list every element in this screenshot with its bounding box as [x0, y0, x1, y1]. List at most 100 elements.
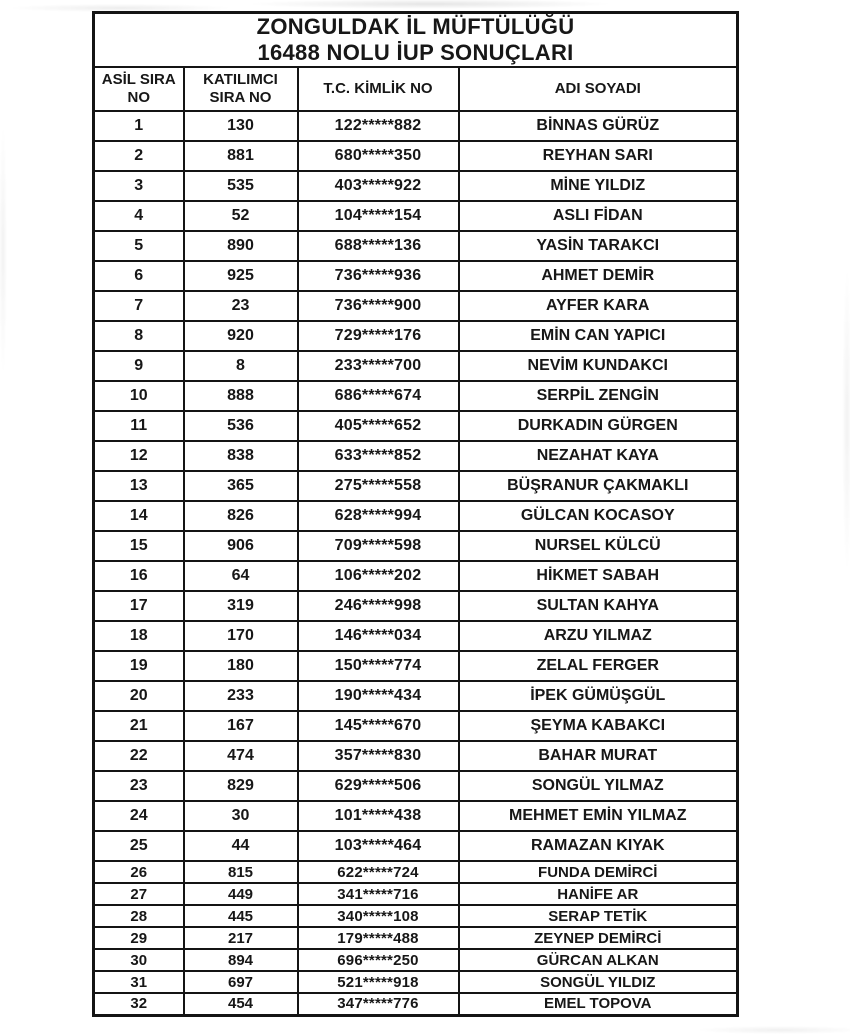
cell-adi-soyadi: SERAP TETİK [457, 904, 739, 928]
cell-asil-sira-no: 31 [92, 970, 185, 994]
cell-asil-sira-no: 11 [92, 410, 185, 442]
cell-adi-soyadi: HİKMET SABAH [457, 560, 739, 592]
cell-asil-sira-no: 32 [92, 992, 185, 1016]
cell-tc-kimlik-no: 104*****154 [296, 200, 460, 232]
results-table-body: 1 130 122*****882 BİNNAS GÜRÜZ 2 881 680… [92, 110, 739, 1016]
cell-katilimci-sira-no: 454 [182, 992, 299, 1016]
cell-tc-kimlik-no: 340*****108 [296, 904, 460, 928]
cell-asil-sira-no: 21 [92, 710, 185, 742]
table-row: 5 890 688*****136 YASİN TARAKCI [92, 230, 739, 262]
cell-tc-kimlik-no: 405*****652 [296, 410, 460, 442]
table-row: 1 130 122*****882 BİNNAS GÜRÜZ [92, 110, 739, 142]
cell-adi-soyadi: MİNE YILDIZ [457, 170, 739, 202]
column-header-tc-kimlik-no: T.C. KİMLİK NO [296, 66, 460, 112]
cell-adi-soyadi: RAMAZAN KIYAK [457, 830, 739, 862]
cell-adi-soyadi: SERPİL ZENGİN [457, 380, 739, 412]
table-row: 15 906 709*****598 NURSEL KÜLCÜ [92, 530, 739, 562]
cell-katilimci-sira-no: 925 [182, 260, 299, 292]
cell-katilimci-sira-no: 815 [182, 860, 299, 884]
column-header-katilimci-sira-no: KATILIMCI SIRA NO [182, 66, 299, 112]
cell-tc-kimlik-no: 629*****506 [296, 770, 460, 802]
cell-adi-soyadi: BİNNAS GÜRÜZ [457, 110, 739, 142]
cell-adi-soyadi: EMİN CAN YAPICI [457, 320, 739, 352]
cell-katilimci-sira-no: 217 [182, 926, 299, 950]
cell-asil-sira-no: 27 [92, 882, 185, 906]
cell-katilimci-sira-no: 474 [182, 740, 299, 772]
cell-katilimci-sira-no: 829 [182, 770, 299, 802]
cell-adi-soyadi: BAHAR MURAT [457, 740, 739, 772]
table-row: 17 319 246*****998 SULTAN KAHYA [92, 590, 739, 622]
table-row: 10 888 686*****674 SERPİL ZENGİN [92, 380, 739, 412]
cell-katilimci-sira-no: 170 [182, 620, 299, 652]
cell-asil-sira-no: 5 [92, 230, 185, 262]
cell-adi-soyadi: GÜLCAN KOCASOY [457, 500, 739, 532]
cell-asil-sira-no: 19 [92, 650, 185, 682]
cell-katilimci-sira-no: 449 [182, 882, 299, 906]
cell-adi-soyadi: ZEYNEP DEMİRCİ [457, 926, 739, 950]
cell-adi-soyadi: ARZU YILMAZ [457, 620, 739, 652]
cell-asil-sira-no: 3 [92, 170, 185, 202]
document-title: ZONGULDAK İL MÜFTÜLÜĞÜ 16488 NOLU İUP SO… [92, 11, 739, 68]
cell-adi-soyadi: HANİFE AR [457, 882, 739, 906]
cell-tc-kimlik-no: 122*****882 [296, 110, 460, 142]
title-line-1: ZONGULDAK İL MÜFTÜLÜĞÜ [256, 14, 575, 39]
cell-katilimci-sira-no: 826 [182, 500, 299, 532]
title-line-2: 16488 NOLU İUP SONUÇLARI [257, 40, 574, 65]
table-row: 8 920 729*****176 EMİN CAN YAPICI [92, 320, 739, 352]
table-row: 11 536 405*****652 DURKADIN GÜRGEN [92, 410, 739, 442]
cell-katilimci-sira-no: 445 [182, 904, 299, 928]
cell-tc-kimlik-no: 179*****488 [296, 926, 460, 950]
cell-katilimci-sira-no: 888 [182, 380, 299, 412]
cell-katilimci-sira-no: 319 [182, 590, 299, 622]
cell-tc-kimlik-no: 106*****202 [296, 560, 460, 592]
cell-adi-soyadi: SONGÜL YILMAZ [457, 770, 739, 802]
cell-tc-kimlik-no: 736*****936 [296, 260, 460, 292]
cell-adi-soyadi: REYHAN SARI [457, 140, 739, 172]
cell-asil-sira-no: 7 [92, 290, 185, 322]
cell-asil-sira-no: 22 [92, 740, 185, 772]
cell-katilimci-sira-no: 44 [182, 830, 299, 862]
table-row: 16 64 106*****202 HİKMET SABAH [92, 560, 739, 592]
cell-katilimci-sira-no: 180 [182, 650, 299, 682]
cell-katilimci-sira-no: 838 [182, 440, 299, 472]
table-row: 6 925 736*****936 AHMET DEMİR [92, 260, 739, 292]
table-row: 27 449 341*****716 HANİFE AR [92, 882, 739, 906]
cell-adi-soyadi: NEZAHAT KAYA [457, 440, 739, 472]
table-row: 19 180 150*****774 ZELAL FERGER [92, 650, 739, 682]
cell-tc-kimlik-no: 190*****434 [296, 680, 460, 712]
cell-tc-kimlik-no: 680*****350 [296, 140, 460, 172]
table-row: 13 365 275*****558 BÜŞRANUR ÇAKMAKLI [92, 470, 739, 502]
table-row: 26 815 622*****724 FUNDA DEMİRCİ [92, 860, 739, 884]
cell-katilimci-sira-no: 233 [182, 680, 299, 712]
cell-adi-soyadi: YASİN TARAKCI [457, 230, 739, 262]
cell-katilimci-sira-no: 906 [182, 530, 299, 562]
cell-katilimci-sira-no: 130 [182, 110, 299, 142]
cell-katilimci-sira-no: 365 [182, 470, 299, 502]
cell-asil-sira-no: 4 [92, 200, 185, 232]
cell-asil-sira-no: 16 [92, 560, 185, 592]
cell-katilimci-sira-no: 52 [182, 200, 299, 232]
table-row: 20 233 190*****434 İPEK GÜMÜŞGÜL [92, 680, 739, 712]
table-row: 9 8 233*****700 NEVİM KUNDAKCI [92, 350, 739, 382]
cell-tc-kimlik-no: 709*****598 [296, 530, 460, 562]
cell-katilimci-sira-no: 23 [182, 290, 299, 322]
cell-katilimci-sira-no: 64 [182, 560, 299, 592]
cell-asil-sira-no: 14 [92, 500, 185, 532]
cell-tc-kimlik-no: 736*****900 [296, 290, 460, 322]
cell-asil-sira-no: 20 [92, 680, 185, 712]
cell-tc-kimlik-no: 347*****776 [296, 992, 460, 1016]
table-row: 24 30 101*****438 MEHMET EMİN YILMAZ [92, 800, 739, 832]
cell-tc-kimlik-no: 275*****558 [296, 470, 460, 502]
cell-adi-soyadi: DURKADIN GÜRGEN [457, 410, 739, 442]
cell-asil-sira-no: 6 [92, 260, 185, 292]
cell-tc-kimlik-no: 688*****136 [296, 230, 460, 262]
table-row: 25 44 103*****464 RAMAZAN KIYAK [92, 830, 739, 862]
cell-katilimci-sira-no: 536 [182, 410, 299, 442]
cell-adi-soyadi: ŞEYMA KABAKCI [457, 710, 739, 742]
cell-adi-soyadi: ASLI FİDAN [457, 200, 739, 232]
cell-katilimci-sira-no: 920 [182, 320, 299, 352]
cell-tc-kimlik-no: 628*****994 [296, 500, 460, 532]
cell-asil-sira-no: 9 [92, 350, 185, 382]
cell-adi-soyadi: SULTAN KAHYA [457, 590, 739, 622]
